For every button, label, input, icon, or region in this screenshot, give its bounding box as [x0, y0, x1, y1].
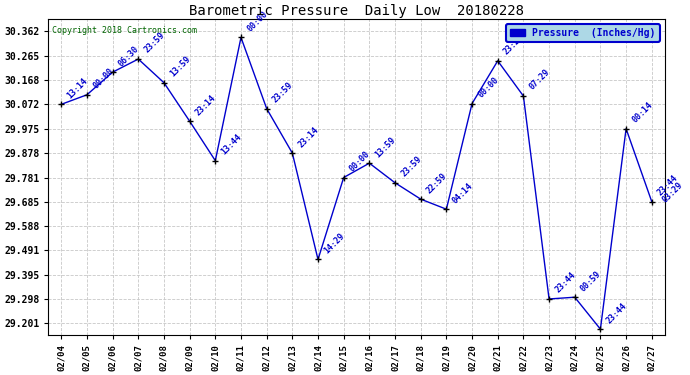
Text: 04:14: 04:14 [451, 181, 475, 205]
Text: 23:44: 23:44 [553, 271, 578, 295]
Text: 07:29: 07:29 [528, 68, 551, 92]
Text: 00:00: 00:00 [348, 149, 372, 173]
Text: 00:00: 00:00 [91, 67, 115, 91]
Text: 23:14: 23:14 [297, 125, 321, 149]
Text: 13:59: 13:59 [373, 135, 397, 159]
Text: 14:29: 14:29 [322, 231, 346, 255]
Text: 03:29: 03:29 [660, 180, 684, 204]
Text: 00:14: 00:14 [630, 100, 654, 124]
Text: 00:59: 00:59 [579, 269, 603, 293]
Text: 23:44: 23:44 [656, 174, 680, 198]
Title: Barometric Pressure  Daily Low  20180228: Barometric Pressure Daily Low 20180228 [189, 4, 524, 18]
Text: 06:30: 06:30 [117, 44, 141, 68]
Text: 00:00: 00:00 [476, 75, 500, 99]
Text: 00:00: 00:00 [245, 9, 269, 33]
Text: 23:59: 23:59 [142, 31, 166, 55]
Legend: Pressure  (Inches/Hg): Pressure (Inches/Hg) [506, 24, 660, 42]
Text: 13:14: 13:14 [66, 76, 90, 100]
Text: 23:44: 23:44 [604, 301, 629, 325]
Text: 13:59: 13:59 [168, 54, 193, 78]
Text: 13:44: 13:44 [219, 132, 244, 156]
Text: 23:59: 23:59 [400, 154, 423, 178]
Text: 22:59: 22:59 [425, 171, 449, 195]
Text: 23:14: 23:14 [194, 93, 218, 117]
Text: 23:29: 23:29 [502, 33, 526, 57]
Text: Copyright 2018 Cartronics.com: Copyright 2018 Cartronics.com [52, 26, 197, 34]
Text: 23:59: 23:59 [271, 80, 295, 105]
